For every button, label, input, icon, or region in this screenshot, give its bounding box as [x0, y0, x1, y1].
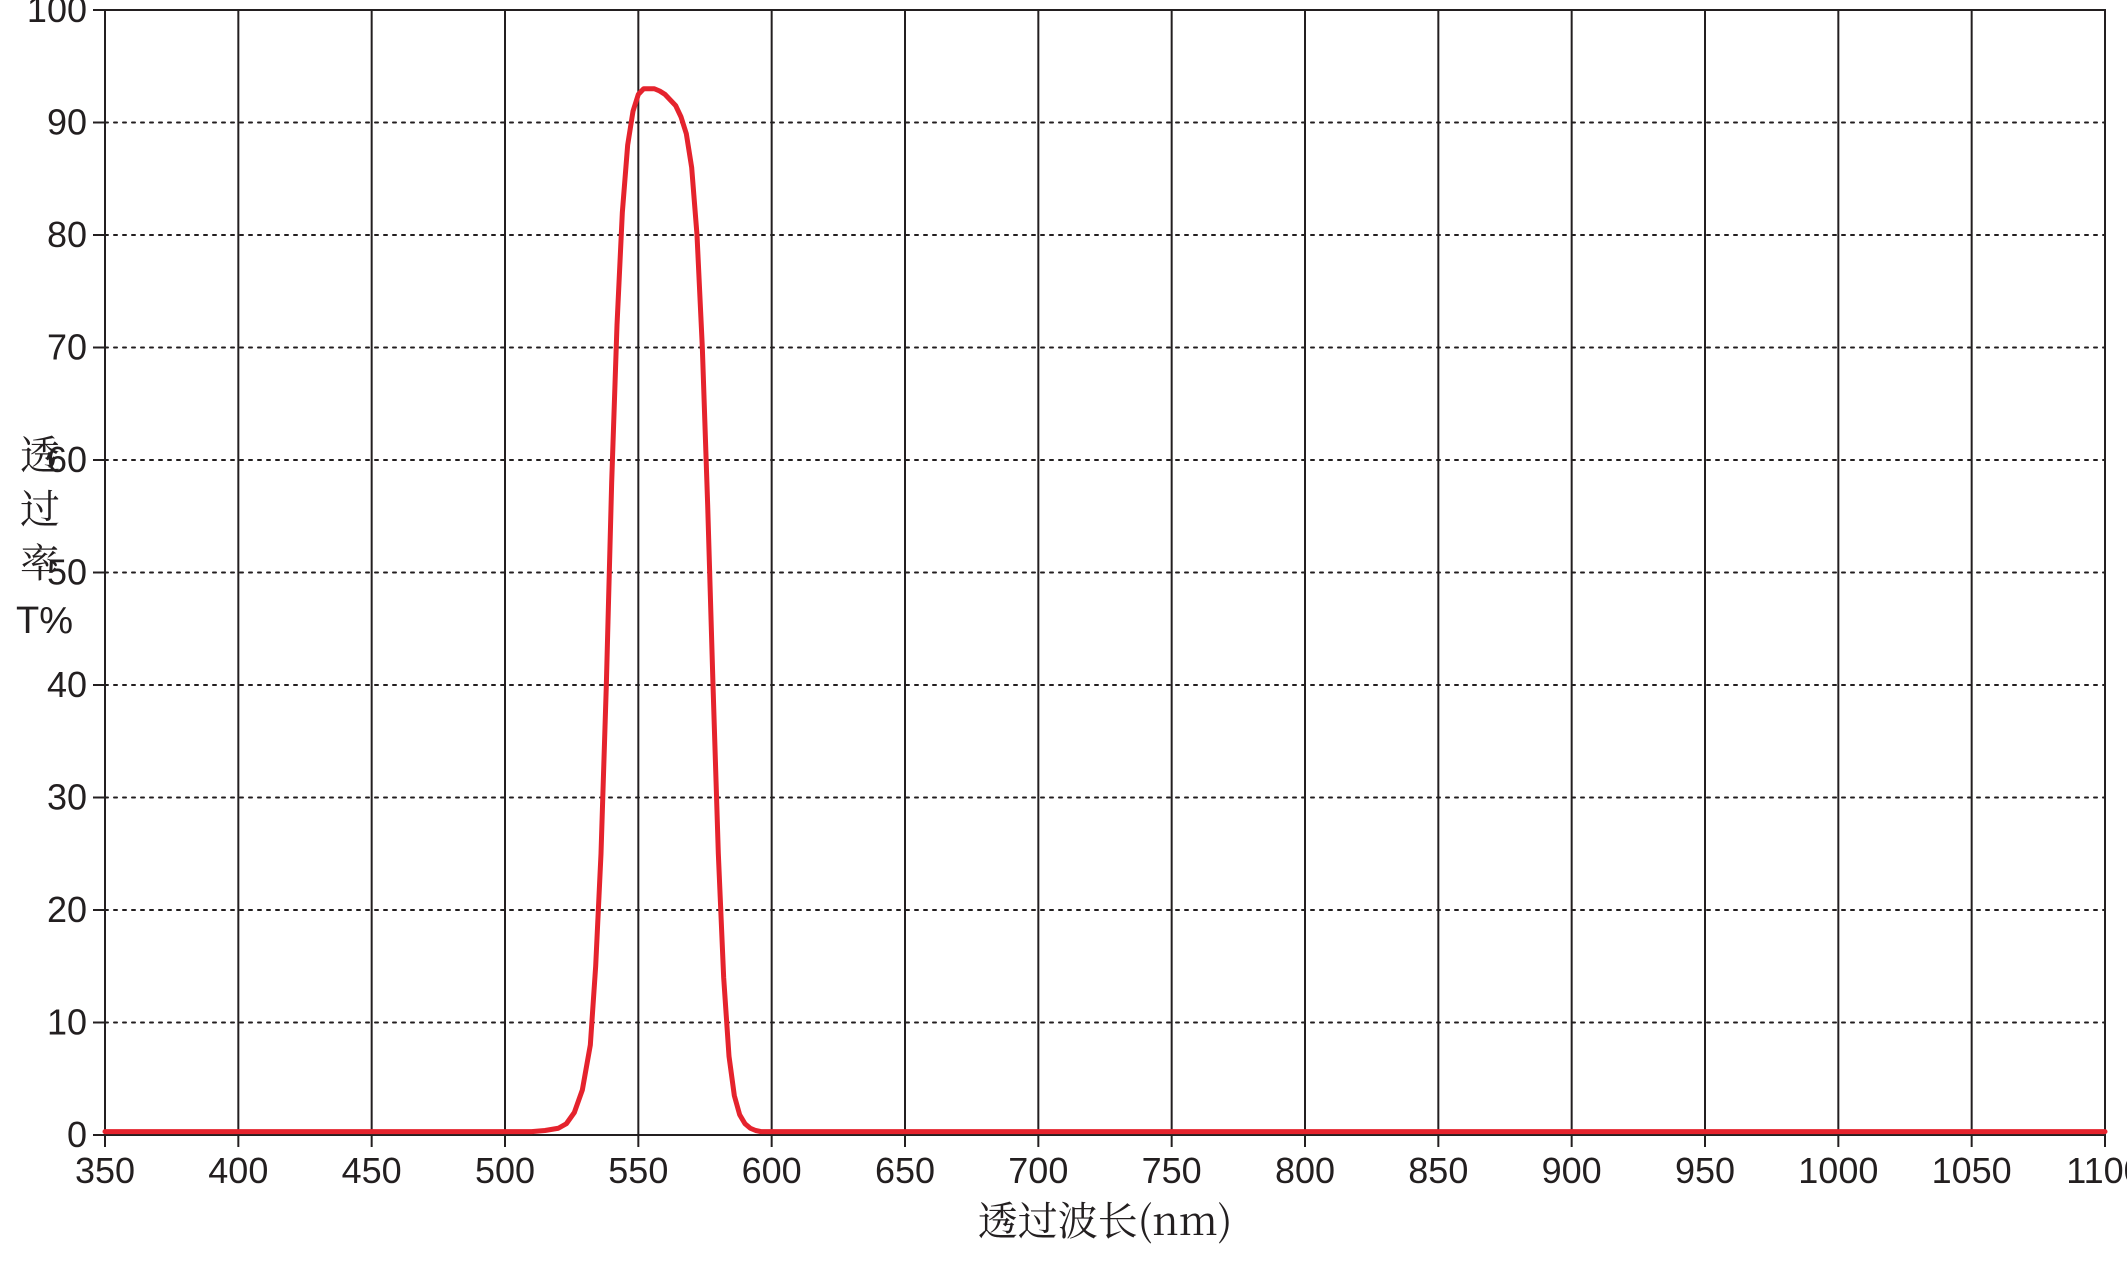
y-tick-label: 20: [47, 889, 87, 930]
y-tick-label: 40: [47, 664, 87, 705]
x-tick-label: 750: [1142, 1150, 1202, 1191]
transmittance-chart: 3504004505005506006507007508008509009501…: [0, 0, 2127, 1261]
x-tick-label: 450: [342, 1150, 402, 1191]
x-tick-label: 950: [1675, 1150, 1735, 1191]
y-tick-label: 100: [27, 0, 87, 30]
x-axis-title: 透过波长(nm): [978, 1190, 1233, 1247]
x-tick-label: 850: [1408, 1150, 1468, 1191]
x-tick-label: 1100: [2066, 1150, 2127, 1191]
x-tick-label: 650: [875, 1150, 935, 1191]
x-tick-label: 1050: [1932, 1150, 2012, 1191]
y-tick-label: 30: [47, 777, 87, 818]
y-tick-label: 90: [47, 102, 87, 143]
x-tick-label: 550: [608, 1150, 668, 1191]
x-tick-label: 1000: [1798, 1150, 1878, 1191]
y-axis-title-letter: 率: [20, 532, 60, 589]
y-tick-label: 80: [47, 214, 87, 255]
x-tick-label: 900: [1542, 1150, 1602, 1191]
x-tick-label: 800: [1275, 1150, 1335, 1191]
x-tick-label: 500: [475, 1150, 535, 1191]
y-axis-title-letter: 透: [20, 424, 60, 481]
y-axis-title-letter: 过: [20, 478, 60, 535]
y-tick-label: 70: [47, 327, 87, 368]
y-axis-title-unit: T%: [16, 600, 73, 642]
y-tick-label: 0: [67, 1114, 87, 1155]
x-tick-label: 350: [75, 1150, 135, 1191]
chart-svg: 3504004505005506006507007508008509009501…: [0, 0, 2127, 1261]
y-tick-label: 10: [47, 1002, 87, 1043]
x-tick-label: 600: [742, 1150, 802, 1191]
x-tick-label: 400: [208, 1150, 268, 1191]
x-tick-label: 700: [1008, 1150, 1068, 1191]
